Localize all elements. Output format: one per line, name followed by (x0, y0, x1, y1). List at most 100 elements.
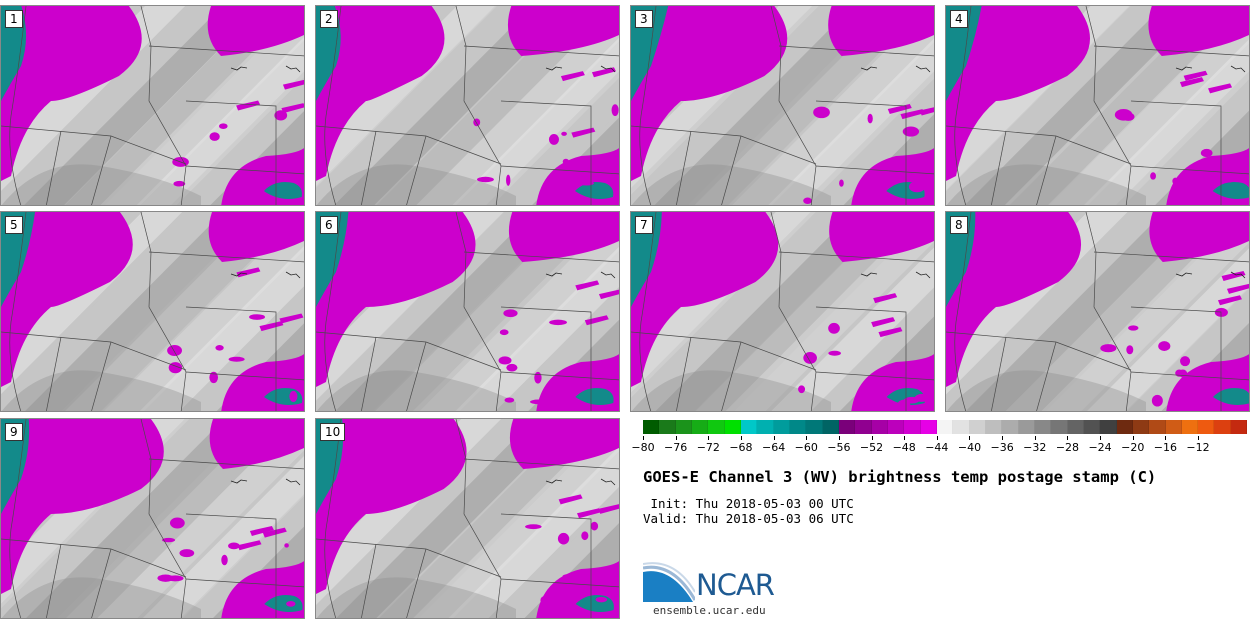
init-time: Init: Thu 2018-05-03 00 UTC (643, 496, 854, 511)
colorbar-tick (806, 436, 808, 440)
postage-stamp-map-3: 3 (630, 5, 935, 206)
colorbar-tick-label: −68 (729, 441, 753, 454)
colorbar-tick-label: −80 (631, 441, 655, 454)
valid-time: Valid: Thu 2018-05-03 06 UTC (643, 511, 854, 526)
colorbar-tick (936, 436, 938, 440)
colorbar-swatch (887, 420, 905, 434)
colorbar-swatch (985, 420, 1003, 434)
water-vapor-map-5 (1, 212, 304, 411)
colorbar-swatch (855, 420, 872, 434)
water-vapor-map-2 (316, 6, 619, 205)
postage-stamp-map-8: 8 (945, 211, 1250, 412)
colorbar-swatch (1100, 420, 1117, 434)
postage-stamp-map-5: 5 (0, 211, 305, 412)
ncar-logo-text: NCAR (696, 568, 775, 602)
colorbar-tick (838, 436, 840, 440)
panel-label-7: 7 (635, 216, 653, 234)
panel-label-9: 9 (5, 423, 23, 441)
postage-stamp-map-9: 9 (0, 418, 305, 619)
colorbar-swatch (1051, 420, 1068, 434)
colorbar-swatches (643, 420, 1248, 434)
ncar-swoosh-icon (642, 562, 697, 602)
colorbar-tick-label: −12 (1186, 441, 1210, 454)
colorbar-swatch (1116, 420, 1133, 434)
water-vapor-map-10 (316, 419, 619, 618)
panel-label-8: 8 (950, 216, 968, 234)
colorbar-swatch (838, 420, 856, 434)
panel-label-4: 4 (950, 10, 968, 28)
colorbar-tick (871, 436, 873, 440)
colorbar-swatch (1181, 420, 1199, 434)
colorbar-tick (675, 436, 677, 440)
colorbar-tick (1132, 436, 1134, 440)
postage-stamp-map-7: 7 (630, 211, 935, 412)
colorbar-swatch (920, 420, 937, 434)
colorbar-swatch (1018, 420, 1035, 434)
logo-url: ensemble.ucar.edu (653, 604, 766, 617)
panel-label-10: 10 (320, 423, 346, 441)
colorbar-tick-label: −76 (664, 441, 688, 454)
colorbar-swatch (953, 420, 970, 434)
colorbar-tick-label: −72 (696, 441, 720, 454)
postage-stamp-map-6: 6 (315, 211, 620, 412)
colorbar-tick-label: −44 (925, 441, 949, 454)
colorbar-swatch (659, 420, 676, 434)
panel-label-3: 3 (635, 10, 653, 28)
colorbar-swatch (822, 420, 839, 434)
colorbar-swatch (936, 420, 954, 434)
colorbar-swatch (1083, 420, 1101, 434)
colorbar-tick (1067, 436, 1069, 440)
colorbar: −80 −76 −72 −68 −64 −60 −56 −52 −48 −44 −40 −36 −32−… (631, 420, 1254, 460)
colorbar-swatch (969, 420, 986, 434)
colorbar-tick (740, 436, 742, 440)
colorbar-tick (969, 436, 971, 440)
postage-stamp-map-4: 4 (945, 5, 1250, 206)
colorbar-tick-label: −52 (859, 441, 884, 454)
colorbar-swatch (773, 420, 790, 434)
colorbar-swatch (904, 420, 921, 434)
colorbar-swatch (871, 420, 888, 434)
colorbar-ticks: −80 −76 −72 −68 −64 −60 −56 −52 −48 −44 −40 −36 −32−… (631, 436, 1247, 458)
colorbar-swatch (724, 420, 741, 434)
colorbar-swatch (675, 420, 692, 434)
colorbar-tick-label: −16 (1153, 441, 1177, 454)
colorbar-tick-label: −40 (957, 441, 982, 454)
colorbar-tick (1165, 436, 1167, 440)
postage-stamp-map-2: 2 (315, 5, 620, 206)
colorbar-swatch (757, 420, 774, 434)
colorbar-swatch (806, 420, 823, 434)
colorbar-swatch (740, 420, 758, 434)
colorbar-tick-label: −28 (1055, 441, 1080, 454)
colorbar-swatch (1067, 420, 1084, 434)
colorbar-swatch (1034, 420, 1052, 434)
colorbar-tick (1198, 436, 1200, 440)
colorbar-swatch (1132, 420, 1150, 434)
colorbar-tick-label: −48 (892, 441, 916, 454)
colorbar-swatch (1230, 420, 1248, 434)
panel-label-6: 6 (320, 216, 338, 234)
colorbar-tick (1002, 436, 1004, 440)
colorbar-swatch (789, 420, 807, 434)
colorbar-tick (643, 436, 644, 440)
colorbar-swatch (1165, 420, 1182, 434)
colorbar-tick-label: −24 (1088, 441, 1112, 454)
colorbar-tick (773, 436, 775, 440)
colorbar-tick-label: −36 (990, 441, 1014, 454)
colorbar-swatch (1149, 420, 1166, 434)
colorbar-tick-label: −60 (794, 441, 818, 454)
postage-stamp-map-10: 10 (315, 418, 620, 619)
colorbar-tick-label: −32 (1023, 441, 1047, 454)
water-vapor-map-3 (631, 6, 934, 205)
colorbar-swatch (691, 420, 709, 434)
figure-title: GOES-E Channel 3 (WV) brightness temp po… (643, 468, 1157, 486)
colorbar-swatch (1214, 420, 1231, 434)
colorbar-swatch (708, 420, 725, 434)
water-vapor-map-1 (1, 6, 304, 205)
panel-label-2: 2 (320, 10, 338, 28)
colorbar-tick-label: −64 (761, 441, 786, 454)
water-vapor-map-8 (946, 212, 1249, 411)
colorbar-tick (1100, 436, 1102, 440)
colorbar-swatch (1198, 420, 1215, 434)
water-vapor-map-4 (946, 6, 1249, 205)
water-vapor-map-7 (631, 212, 934, 411)
